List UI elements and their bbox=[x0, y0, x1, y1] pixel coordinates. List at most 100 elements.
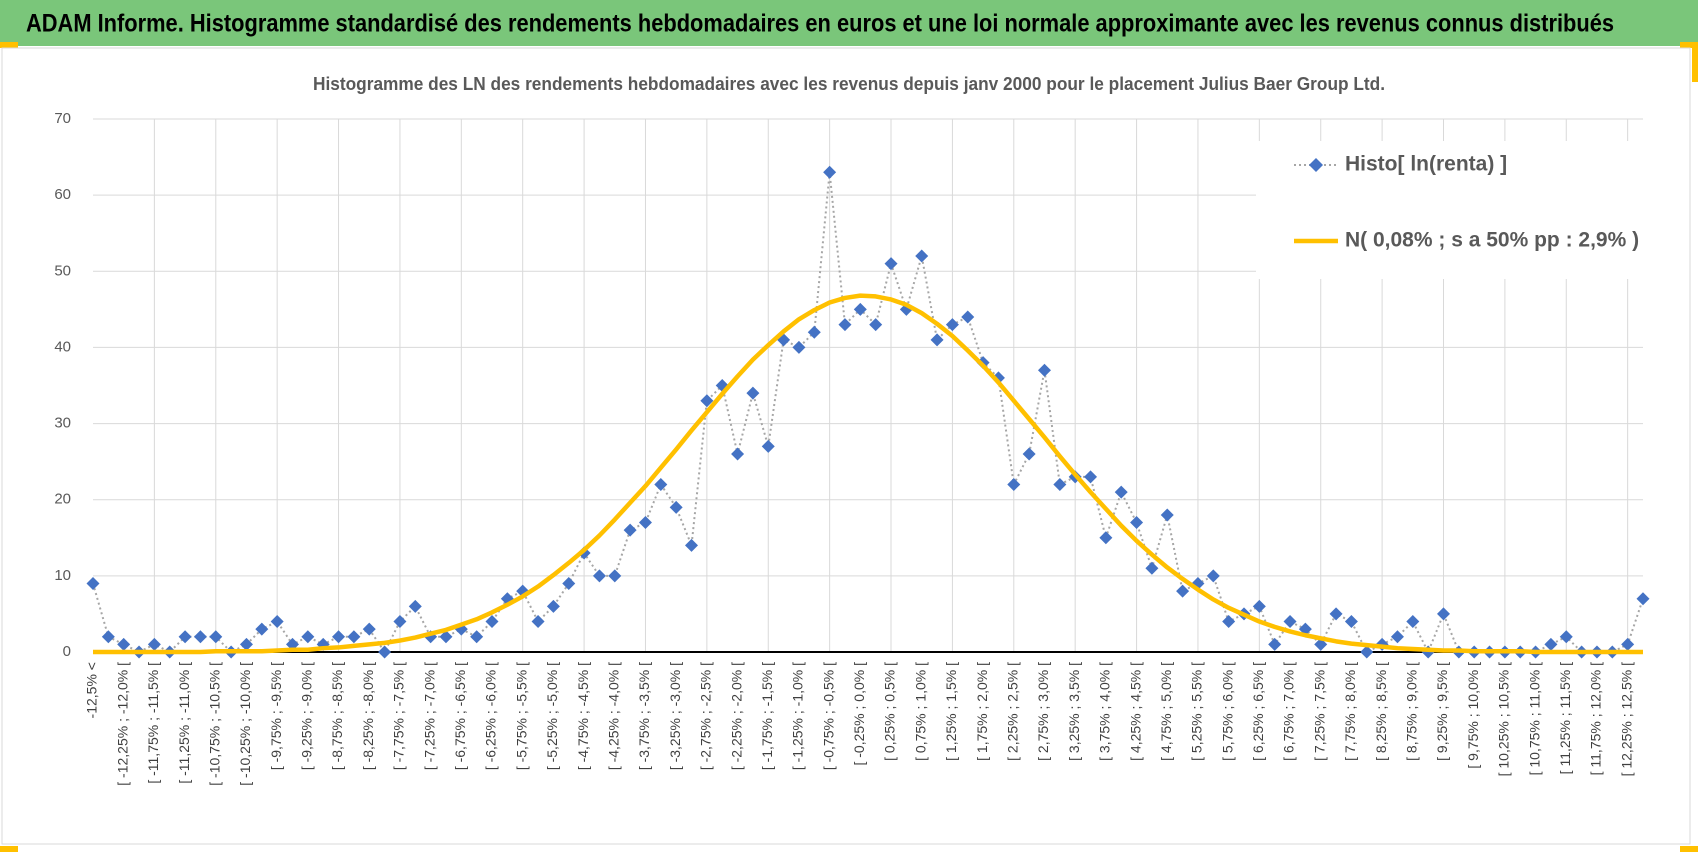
data-point bbox=[608, 569, 622, 583]
x-tick-label: [ -11,75% ; -11,5% [ bbox=[145, 662, 161, 784]
x-tick-label: [ -4,75% ; -4,5% [ bbox=[575, 662, 591, 770]
data-point bbox=[1406, 615, 1420, 629]
x-tick-label: [ -6,25% ; -6,0% [ bbox=[483, 662, 499, 770]
data-point bbox=[1222, 615, 1236, 629]
data-point bbox=[654, 477, 668, 491]
data-point bbox=[1436, 607, 1450, 621]
data-point bbox=[638, 516, 652, 530]
x-tick-label: [ -7,75% ; -7,5% [ bbox=[391, 662, 407, 770]
data-point bbox=[961, 310, 975, 324]
x-tick-label: [ 0,75% ; 1,0% [ bbox=[912, 662, 928, 761]
data-point bbox=[439, 630, 453, 644]
data-point bbox=[1636, 592, 1650, 606]
legend-swatch-marker bbox=[1309, 158, 1323, 172]
x-tick-label: [ -10,25% ; -10,0% [ bbox=[237, 662, 253, 786]
data-point bbox=[147, 637, 161, 651]
data-point bbox=[1145, 561, 1159, 575]
x-tick-label: [ 3,25% ; 3,5% [ bbox=[1066, 662, 1082, 761]
x-tick-label: [ 7,25% ; 7,5% [ bbox=[1311, 662, 1327, 761]
data-point bbox=[700, 394, 714, 408]
x-tick-label: [ -7,25% ; -7,0% [ bbox=[421, 662, 437, 770]
data-point bbox=[1360, 645, 1374, 659]
data-point bbox=[1544, 637, 1558, 651]
data-point bbox=[546, 599, 560, 613]
x-tick-label: [ -9,75% ; -9,5% [ bbox=[268, 662, 284, 770]
x-tick-label: [ -9,25% ; -9,0% [ bbox=[299, 662, 315, 770]
x-tick-label: [ -3,75% ; -3,5% [ bbox=[636, 662, 652, 770]
data-point bbox=[1206, 569, 1220, 583]
x-tick-label: [ 9,75% ; 10,0% [ bbox=[1465, 662, 1481, 769]
corner-accent bbox=[0, 846, 18, 852]
data-point bbox=[270, 615, 284, 629]
x-tick-label: [ 12,25% ; 12,5% [ bbox=[1618, 662, 1634, 777]
corner-accent bbox=[1680, 846, 1698, 852]
data-point bbox=[301, 630, 315, 644]
x-tick-label: [ 5,25% ; 5,5% [ bbox=[1189, 662, 1205, 761]
x-tick-label: [ -10,75% ; -10,5% [ bbox=[206, 662, 222, 786]
data-point bbox=[1160, 508, 1174, 522]
x-tick-label: [ -0,25% ; 0,0% [ bbox=[851, 662, 867, 766]
x-tick-label: [ 6,25% ; 6,5% [ bbox=[1250, 662, 1266, 761]
x-tick-label: [ -8,25% ; -8,0% [ bbox=[360, 662, 376, 770]
x-tick-label: [ -5,25% ; -5,0% [ bbox=[544, 662, 560, 770]
data-point bbox=[485, 615, 499, 629]
data-point bbox=[1176, 584, 1190, 598]
data-point bbox=[1252, 599, 1266, 613]
y-tick-label: 0 bbox=[63, 643, 71, 660]
x-tick-label: [ -4,25% ; -4,0% [ bbox=[605, 662, 621, 770]
y-tick-label: 70 bbox=[54, 110, 71, 127]
data-point bbox=[562, 576, 576, 590]
data-point bbox=[592, 569, 606, 583]
legend-label: N( 0,08% ; s a 50% pp : 2,9% ) bbox=[1345, 229, 1639, 252]
legend-label: Histo[ ln(renta) ] bbox=[1345, 153, 1507, 176]
data-point bbox=[792, 340, 806, 354]
data-point bbox=[362, 622, 376, 636]
data-point bbox=[209, 630, 223, 644]
x-tick-label: [ 9,25% ; 9,5% [ bbox=[1434, 662, 1450, 761]
data-point bbox=[884, 257, 898, 271]
x-tick-label: [ 2,75% ; 3,0% [ bbox=[1035, 662, 1051, 761]
x-tick-label: [ 10,25% ; 10,5% [ bbox=[1496, 662, 1512, 777]
data-point bbox=[807, 325, 821, 339]
data-point bbox=[1099, 531, 1113, 545]
data-point bbox=[255, 622, 269, 636]
data-point bbox=[685, 538, 699, 552]
x-tick-label: [ -12,25% ; -12,0% [ bbox=[114, 662, 130, 786]
x-tick-label: [ 1,75% ; 2,0% [ bbox=[974, 662, 990, 761]
x-tick-label: [ -1,75% ; -1,5% [ bbox=[759, 662, 775, 770]
y-tick-label: 60 bbox=[54, 186, 71, 203]
x-tick-label: [ -6,75% ; -6,5% [ bbox=[452, 662, 468, 770]
x-tick-label: [ -5,75% ; -5,5% [ bbox=[513, 662, 529, 770]
data-point bbox=[470, 630, 484, 644]
y-tick-label: 20 bbox=[54, 491, 71, 508]
x-tick-label: [ 5,75% ; 6,0% [ bbox=[1219, 662, 1235, 761]
data-point bbox=[1329, 607, 1343, 621]
data-point bbox=[193, 630, 207, 644]
data-point bbox=[761, 439, 775, 453]
data-point bbox=[930, 333, 944, 347]
data-point bbox=[531, 615, 545, 629]
data-point bbox=[823, 165, 837, 179]
data-point bbox=[1621, 637, 1635, 651]
data-point bbox=[1007, 477, 1021, 491]
x-tick-label: [ -8,75% ; -8,5% [ bbox=[329, 662, 345, 770]
data-point bbox=[408, 599, 422, 613]
data-point bbox=[746, 386, 760, 400]
data-point bbox=[731, 447, 745, 461]
data-point bbox=[239, 637, 253, 651]
data-point bbox=[869, 318, 883, 332]
data-point bbox=[1390, 630, 1404, 644]
x-tick-label: [ 6,75% ; 7,0% [ bbox=[1281, 662, 1297, 761]
data-point bbox=[332, 630, 346, 644]
corner-accent bbox=[1680, 42, 1698, 48]
x-tick-label: [ 8,25% ; 8,5% [ bbox=[1373, 662, 1389, 761]
data-point bbox=[117, 637, 131, 651]
header-bar bbox=[0, 0, 1698, 46]
data-point bbox=[1283, 615, 1297, 629]
header-title: ADAM Informe. Histogramme standardisé de… bbox=[26, 10, 1614, 38]
data-point bbox=[393, 615, 407, 629]
x-tick-label: [ 2,25% ; 2,5% [ bbox=[1004, 662, 1020, 761]
x-tick-label: [ 10,75% ; 11,0% [ bbox=[1526, 662, 1542, 775]
